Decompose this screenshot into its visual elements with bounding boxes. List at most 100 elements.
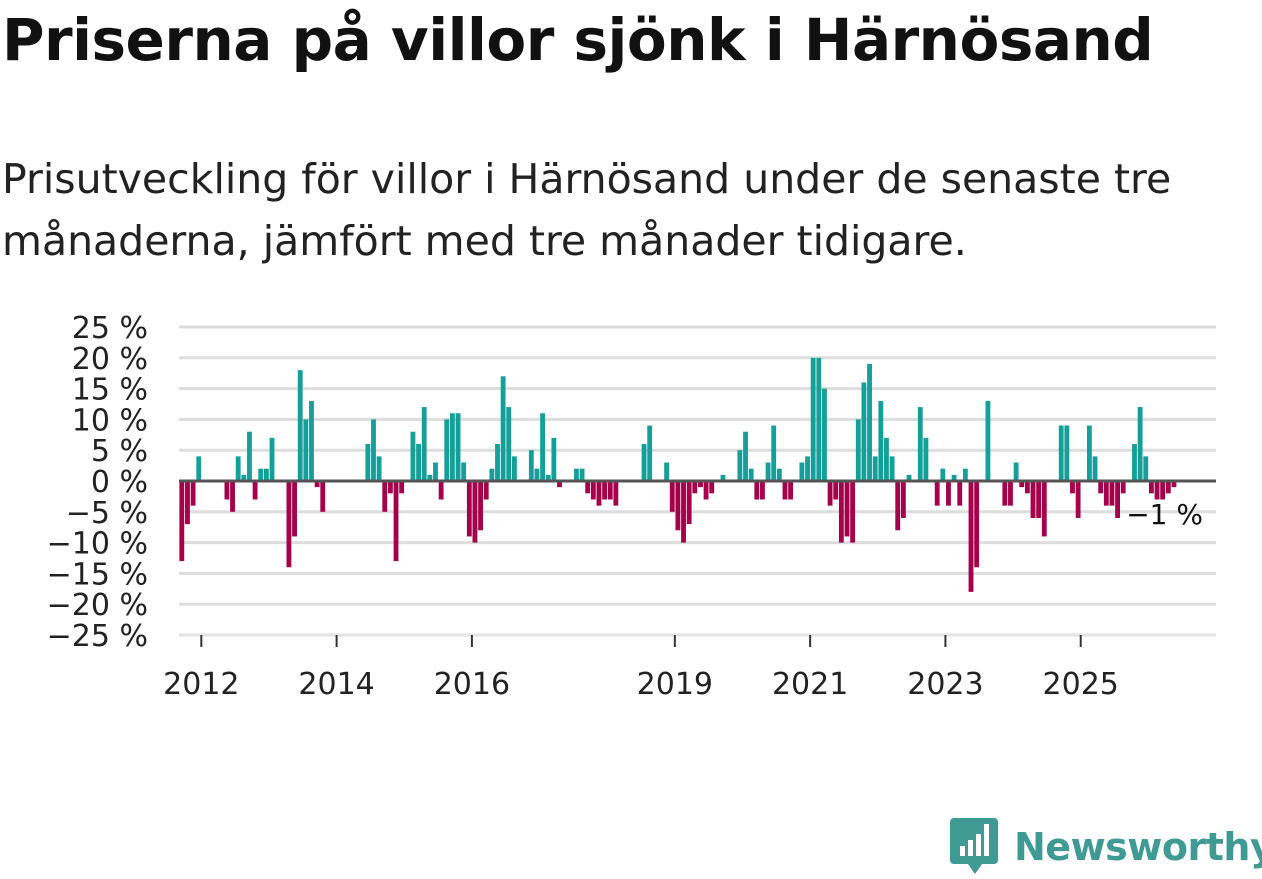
bar	[478, 481, 484, 531]
bar	[827, 481, 833, 506]
bar	[1070, 481, 1075, 494]
bar	[495, 444, 500, 481]
y-tick-label: −5 %	[66, 496, 148, 531]
bar	[230, 481, 235, 512]
bar	[664, 462, 670, 481]
bar	[579, 468, 585, 481]
bar	[235, 456, 241, 481]
bar	[737, 450, 743, 481]
newsworthy-logo-icon	[950, 818, 998, 874]
bar	[1013, 462, 1019, 481]
bar	[466, 481, 472, 537]
bar	[269, 437, 275, 481]
bar	[416, 444, 421, 481]
bar	[1103, 481, 1109, 506]
y-tick-label: 10 %	[72, 403, 148, 438]
bar	[449, 413, 455, 481]
bar	[855, 419, 861, 481]
bar	[703, 481, 709, 500]
bar	[895, 481, 901, 531]
bar-chart: 25 %20 %15 %10 %5 %0 %−5 %−10 %−15 %−20 …	[47, 311, 1216, 702]
bar	[1019, 481, 1025, 488]
y-tick-label: −20 %	[47, 588, 148, 623]
bar	[1030, 481, 1036, 518]
bar	[675, 481, 681, 531]
bar	[889, 456, 895, 481]
bar	[810, 357, 816, 481]
bar	[247, 431, 252, 481]
bar	[686, 481, 692, 525]
bar	[884, 437, 889, 481]
bar	[399, 481, 405, 494]
bar	[314, 481, 320, 488]
x-tick-label: 2014	[298, 667, 374, 702]
bar	[421, 407, 427, 481]
bar	[1064, 425, 1070, 481]
bar	[410, 431, 416, 481]
bar	[760, 481, 765, 500]
bar	[946, 481, 951, 506]
bar	[692, 481, 698, 494]
x-tick-label: 2016	[434, 667, 510, 702]
bar	[1041, 481, 1047, 537]
bar	[799, 462, 805, 481]
y-tick-label: −15 %	[47, 557, 148, 592]
bar	[196, 456, 202, 481]
bar	[433, 462, 438, 481]
bar	[917, 407, 923, 481]
bar	[1160, 481, 1166, 500]
bar	[782, 481, 788, 500]
bar	[1137, 407, 1143, 481]
bar	[669, 481, 675, 512]
bar	[850, 481, 856, 543]
bar	[923, 437, 929, 481]
x-tick-label: 2021	[772, 667, 848, 702]
bar	[455, 413, 461, 481]
bar	[511, 456, 517, 481]
bar	[641, 444, 647, 481]
bar	[1008, 481, 1013, 506]
bar	[1132, 444, 1137, 481]
bar	[297, 370, 303, 481]
bar	[940, 468, 946, 481]
bar	[585, 481, 591, 494]
bar	[190, 481, 196, 506]
bar	[805, 456, 810, 481]
bar	[957, 481, 963, 506]
bar	[720, 474, 726, 481]
bar	[748, 468, 754, 481]
bar	[292, 481, 297, 537]
bar	[788, 481, 794, 500]
bar	[838, 481, 844, 543]
bar	[506, 407, 512, 481]
bar	[551, 437, 557, 481]
bar	[252, 481, 258, 500]
bar	[822, 388, 827, 481]
bar	[573, 468, 579, 481]
bar	[872, 456, 878, 481]
x-tick-label: 2012	[163, 667, 239, 702]
bar	[263, 468, 269, 481]
bar	[258, 468, 264, 481]
labels: 25 %20 %15 %10 %5 %0 %−5 %−10 %−15 %−20 …	[47, 311, 1203, 702]
x-tick-label: 2019	[637, 667, 713, 702]
bar	[376, 456, 382, 481]
bars	[179, 357, 1177, 592]
bar	[483, 481, 489, 500]
bar	[878, 400, 884, 481]
y-tick-label: 20 %	[72, 342, 148, 377]
bar	[286, 481, 292, 568]
bar	[427, 474, 433, 481]
bar	[900, 481, 906, 518]
bar	[1036, 481, 1042, 518]
bar	[303, 419, 309, 481]
bar	[1098, 481, 1104, 494]
bar	[224, 481, 230, 500]
bar	[754, 481, 760, 500]
bar	[602, 481, 608, 500]
bar	[438, 481, 444, 500]
bar	[382, 481, 388, 512]
y-tick-label: 15 %	[72, 373, 148, 408]
bar	[607, 481, 613, 500]
bar	[185, 481, 190, 525]
